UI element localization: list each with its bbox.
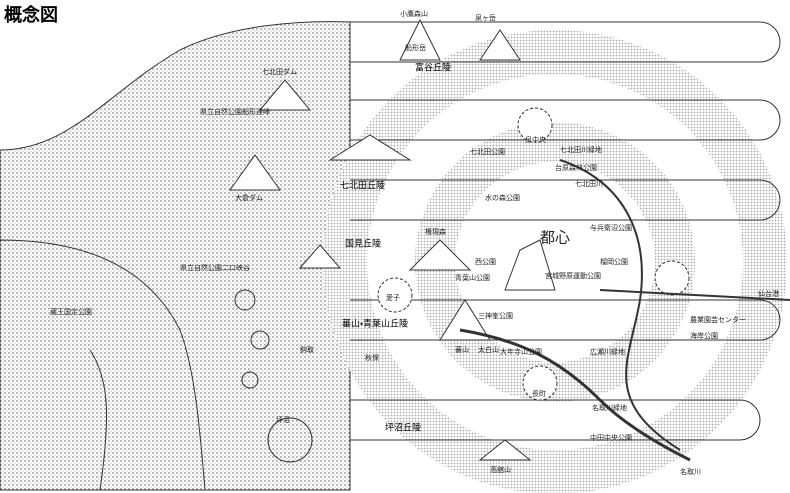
- hill-label: 蕃山・青葉山丘陵: [342, 318, 408, 330]
- mountain-label: 小鷹森山: [400, 9, 428, 18]
- region-label: 県立自然公園二口峡谷: [180, 263, 250, 272]
- mountain-label: 権現森: [425, 227, 446, 236]
- center-label: 都心: [540, 229, 570, 247]
- hill-label: 富谷丘陵: [415, 62, 451, 74]
- place-label: 坪沼: [276, 415, 290, 424]
- place-label: 中田中央公園: [590, 433, 632, 442]
- title: 概念図: [4, 4, 58, 26]
- mountain-labels: 小鷹森山 泉ヶ岳 船形岳 七北田ダム 大倉ダム 権現森 蕃山 太白山 高舘山: [235, 9, 511, 474]
- mountain-label: 泉ヶ岳: [475, 13, 496, 22]
- hill-label: 坪沼丘陵: [385, 422, 421, 434]
- mountain-label: 太白山: [478, 345, 499, 354]
- river-label: 名取川: [680, 467, 701, 476]
- background: [0, 18, 790, 493]
- place-label: 海岸公園: [690, 331, 718, 340]
- place-label: 宮城野原運動公園: [545, 271, 601, 280]
- place-label: 広瀬川緑地: [590, 347, 625, 356]
- mountain-label: 高舘山: [490, 465, 511, 474]
- hub-label: 仙台港: [758, 289, 779, 298]
- region-labels: 県立自然公園船形連峰 県立自然公園二口峡谷 蔵王国定公園: [50, 107, 270, 316]
- region-label: 県立自然公園船形連峰: [200, 107, 270, 116]
- hill-label: 七北田丘陵: [340, 180, 385, 192]
- hub-labels: 泉中央 愛子 長町 仙台港: [386, 135, 779, 398]
- river-labels: 七北田川 名取川: [575, 179, 701, 476]
- mountain-label: 蕃山: [455, 345, 469, 354]
- place-label: 七北田川緑地: [560, 145, 602, 154]
- hill-labels: 富谷丘陵 七北田丘陵 国見丘陵 蕃山・青葉山丘陵 坪沼丘陵: [340, 62, 451, 434]
- place-label: 青葉山公園: [455, 273, 490, 282]
- place-label: 鈎取: [300, 345, 314, 354]
- place-label: 与兵衛沼公園: [590, 223, 632, 232]
- place-label: 西公園: [475, 258, 496, 266]
- place-label: 榴岡公園: [600, 257, 628, 266]
- hub-label: 長町: [532, 390, 546, 398]
- place-label: 七北田公園: [470, 147, 505, 156]
- hub-label: 愛子: [386, 293, 400, 302]
- hill-label: 国見丘陵: [345, 238, 381, 250]
- place-label: 農業園芸センター: [690, 315, 746, 324]
- mountain-label: 七北田ダム: [262, 67, 297, 76]
- river-label: 七北田川: [575, 179, 603, 188]
- place-labels: 七北田公園 七北田川緑地 台原森林公園 水の森公園 与兵衛沼公園 榴岡公園 宮城…: [276, 145, 746, 442]
- place-label: 秋保: [365, 353, 379, 362]
- hub-label: 泉中央: [525, 135, 546, 144]
- mountain-label: 船形岳: [405, 43, 426, 52]
- place-label: 水の森公園: [485, 193, 520, 202]
- place-label: 台原森林公園: [555, 163, 597, 172]
- place-label: 大年寺山公園: [500, 347, 542, 356]
- place-label: 三神峯公園: [478, 311, 513, 320]
- mountain-label: 大倉ダム: [235, 193, 263, 202]
- place-label: 名取川緑地: [592, 403, 627, 412]
- region-label: 蔵王国定公園: [50, 307, 92, 316]
